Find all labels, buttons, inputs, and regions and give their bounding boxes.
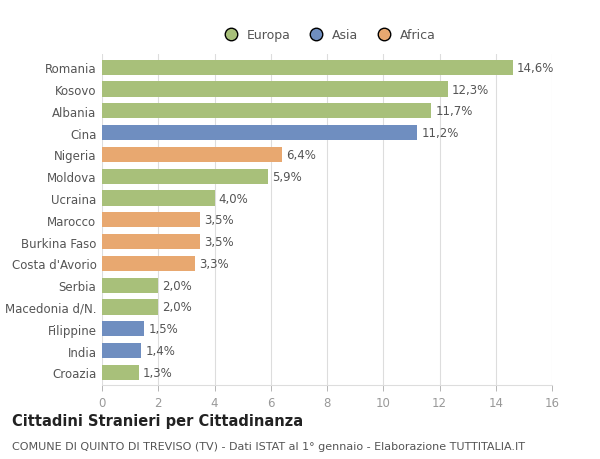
Bar xyxy=(102,147,282,162)
Bar xyxy=(102,213,200,228)
Bar xyxy=(102,191,215,206)
Bar xyxy=(102,321,144,336)
Text: 3,3%: 3,3% xyxy=(199,257,229,270)
Text: 6,4%: 6,4% xyxy=(286,149,316,162)
Bar xyxy=(102,365,139,380)
Text: 4,0%: 4,0% xyxy=(219,192,248,205)
Text: 2,0%: 2,0% xyxy=(163,301,192,314)
Bar xyxy=(102,235,200,250)
Text: 1,3%: 1,3% xyxy=(143,366,173,379)
Text: Cittadini Stranieri per Cittadinanza: Cittadini Stranieri per Cittadinanza xyxy=(12,413,303,428)
Bar xyxy=(102,278,158,293)
Text: 11,2%: 11,2% xyxy=(421,127,458,140)
Text: 1,5%: 1,5% xyxy=(148,323,178,336)
Text: 2,0%: 2,0% xyxy=(163,279,192,292)
Text: COMUNE DI QUINTO DI TREVISO (TV) - Dati ISTAT al 1° gennaio - Elaborazione TUTTI: COMUNE DI QUINTO DI TREVISO (TV) - Dati … xyxy=(12,441,525,451)
Bar xyxy=(102,82,448,97)
Legend: Europa, Asia, Africa: Europa, Asia, Africa xyxy=(218,29,436,42)
Bar xyxy=(102,300,158,315)
Text: 3,5%: 3,5% xyxy=(205,214,234,227)
Bar xyxy=(102,256,195,271)
Bar xyxy=(102,169,268,185)
Bar xyxy=(102,61,512,76)
Text: 5,9%: 5,9% xyxy=(272,170,302,183)
Text: 11,7%: 11,7% xyxy=(435,105,473,118)
Text: 14,6%: 14,6% xyxy=(517,62,554,75)
Text: 1,4%: 1,4% xyxy=(146,344,175,357)
Bar xyxy=(102,104,431,119)
Bar xyxy=(102,343,142,358)
Text: 3,5%: 3,5% xyxy=(205,235,234,248)
Bar xyxy=(102,126,417,141)
Text: 12,3%: 12,3% xyxy=(452,84,490,96)
